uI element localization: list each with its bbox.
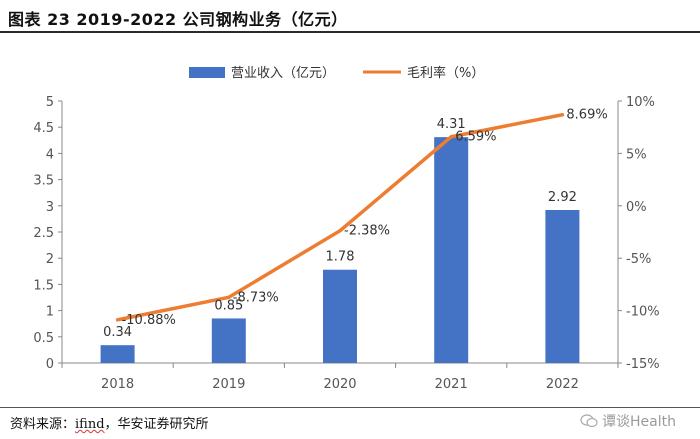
line-data-label: 8.69% [566,108,607,123]
x-tick-label: 2018 [101,377,134,392]
bar-data-label: 0.34 [103,325,132,340]
line-point [449,135,453,139]
line-point [227,295,231,299]
bar [211,318,246,363]
y-right-tick-label: 5% [626,147,647,162]
bar-data-label: 4.31 [437,117,466,132]
bar [434,137,469,363]
wechat-icon [580,414,598,430]
line-point [560,113,564,117]
watermark: 谭谈Health [580,411,676,431]
legend-line-label: 毛利率（%） [407,65,484,81]
x-tick-label: 2022 [546,377,579,392]
y-right-tick-label: 10% [626,95,655,110]
y-right-tick-label: -15% [626,357,660,372]
chart: 营业收入（亿元） 毛利率（%） 0 0.5 1 1.5 2 2.5 3 3.5 4 4.5 5 -15… [33,65,660,392]
y-left-tick-label: 4.5 [33,121,54,136]
line-data-label: -10.88% [122,313,176,328]
legend: 营业收入（亿元） 毛利率（%） [189,65,484,81]
bar [100,345,135,363]
y-left-tick-label: 3 [46,200,54,215]
line-point [116,318,120,322]
line-data-label: -8.73% [233,290,279,305]
figure-title: 图表 23 2019-2022 公司钢构业务（亿元） [8,10,348,29]
y-left-tick-label: 1 [46,305,54,320]
y-left-tick-label: 2 [46,252,54,267]
bar-data-label: 0.85 [214,298,243,313]
line-point [338,229,342,233]
source-link: ifind [75,417,105,432]
bar-data-label: 2.92 [548,190,577,205]
y-left-tick-label: 2.5 [33,226,54,241]
bar [545,209,580,363]
bar-data-label: 1.78 [326,250,355,265]
x-tick-label: 2020 [323,377,356,392]
y-right-tick-label: -10% [626,305,660,320]
y-right-tick-label: -5% [626,252,651,267]
y-left-tick-label: 4 [46,147,54,162]
watermark-text: 谭谈Health [602,414,676,430]
source-note: 资料来源：ifind，华安证券研究所 [10,413,209,432]
x-tick-label: 2019 [212,377,245,392]
source-prefix: 资料来源： [10,417,76,432]
legend-bar-label: 营业收入（亿元） [231,66,335,81]
top-rule [0,31,700,33]
y-left-tick-label: 1.5 [33,278,54,293]
line-data-label: -2.38% [344,224,390,239]
y-left-tick-label: 3.5 [33,174,54,189]
bar [323,269,357,363]
y-left-tick-label: 5 [46,95,54,110]
y-left-tick-label: 0.5 [33,331,54,346]
line-data-label: 6.59% [455,130,496,145]
x-tick-label: 2021 [435,377,468,392]
y-left-tick-label: 0 [46,357,54,372]
y-right-tick-label: 0% [626,200,647,215]
legend-bar-swatch [189,67,225,78]
footer-rule [0,407,700,408]
source-suffix: ，华安证券研究所 [104,417,209,432]
